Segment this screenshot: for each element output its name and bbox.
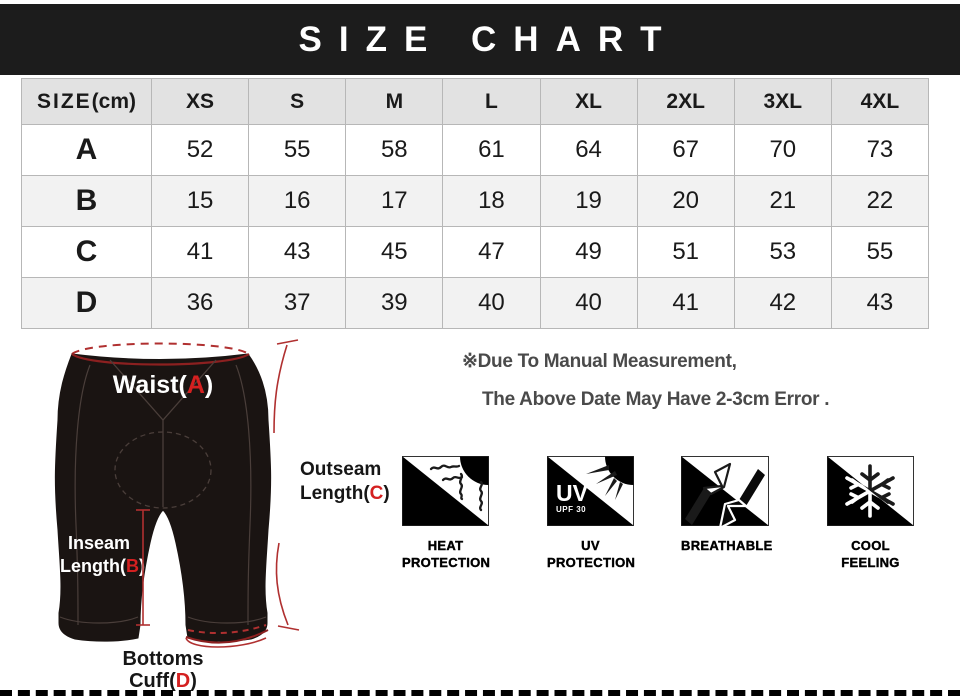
svg-text:UV: UV bbox=[556, 480, 589, 506]
svg-text:UPF 30: UPF 30 bbox=[556, 505, 586, 514]
